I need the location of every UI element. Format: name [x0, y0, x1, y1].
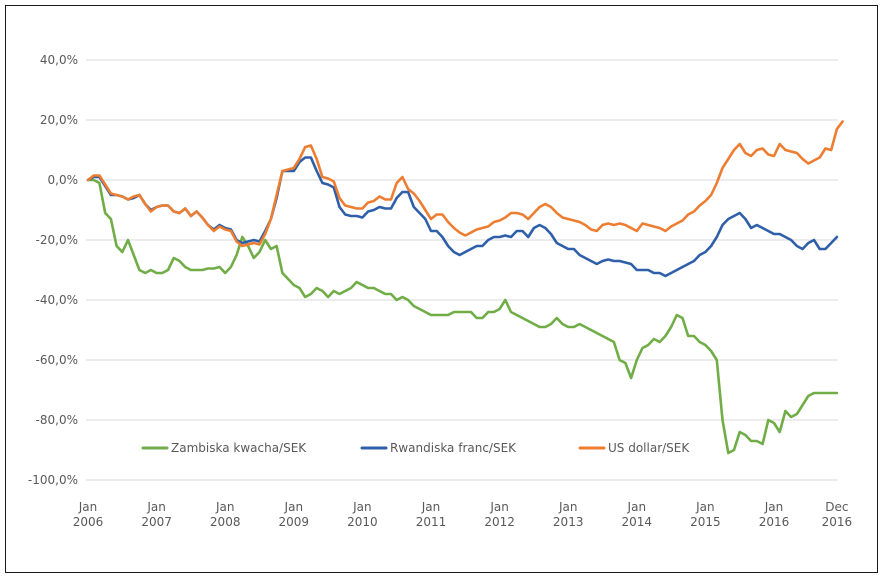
x-tick-label-month: Jan [764, 500, 784, 514]
x-tick-label-year: 2014 [622, 515, 653, 529]
x-axis-tick-labels: Jan2006Jan2007Jan2008Jan2009Jan2010Jan20… [73, 500, 852, 529]
x-tick-label-month: Jan [146, 500, 166, 514]
x-tick-label-month: Jan [695, 500, 715, 514]
y-tick-label: -40,0% [36, 293, 78, 307]
x-tick-label-month: Jan [421, 500, 441, 514]
gridlines [86, 59, 838, 481]
legend: Zambiska kwacha/SEK Rwandiska franc/SEK US… [141, 441, 690, 455]
x-tick-label-year: 2015 [690, 515, 721, 529]
y-tick-label: -60,0% [36, 353, 78, 367]
x-tick-label-month: Jan [558, 500, 578, 514]
series-line-zambiska-kwacha-sek [86, 178, 839, 455]
x-tick-label-month: Jan [78, 500, 98, 514]
x-tick-label-month: Jan [627, 500, 647, 514]
y-tick-label: 40,0% [40, 53, 78, 67]
x-tick-label-month: Jan [352, 500, 372, 514]
y-tick-label: -100,0% [28, 473, 78, 487]
chart-frame [5, 5, 878, 573]
x-tick-label-year: 2008 [210, 515, 241, 529]
y-tick-label: -80,0% [36, 413, 78, 427]
x-tick-label-month: Jan [489, 500, 509, 514]
x-tick-label-year: 2010 [347, 515, 378, 529]
legend-label: Zambiska kwacha/SEK [171, 441, 307, 455]
x-tick-label-year: 2006 [73, 515, 104, 529]
y-tick-label: 0,0% [48, 173, 79, 187]
series-lines [86, 120, 844, 455]
y-tick-label: 20,0% [40, 113, 78, 127]
x-tick-label-month: Dec [825, 500, 848, 514]
x-tick-label-year: 2007 [141, 515, 172, 529]
y-axis-tick-labels: 40,0% 20,0% 0,0% -20,0% -40,0% -60,0% -80,0% -1… [28, 53, 78, 487]
x-tick-label-year: 2016 [822, 515, 853, 529]
series-line-us-dollar-sek [86, 120, 844, 248]
x-tick-label-month: Jan [215, 500, 235, 514]
x-tick-label-month: Jan [284, 500, 304, 514]
x-tick-label-year: 2013 [553, 515, 584, 529]
x-tick-label-year: 2009 [279, 515, 310, 529]
x-tick-label-year: 2011 [416, 515, 447, 529]
y-tick-label: -20,0% [36, 233, 78, 247]
legend-label: US dollar/SEK [608, 441, 690, 455]
legend-label: Rwandiska franc/SEK [390, 441, 517, 455]
x-tick-label-year: 2016 [759, 515, 790, 529]
x-tick-label-year: 2012 [484, 515, 515, 529]
